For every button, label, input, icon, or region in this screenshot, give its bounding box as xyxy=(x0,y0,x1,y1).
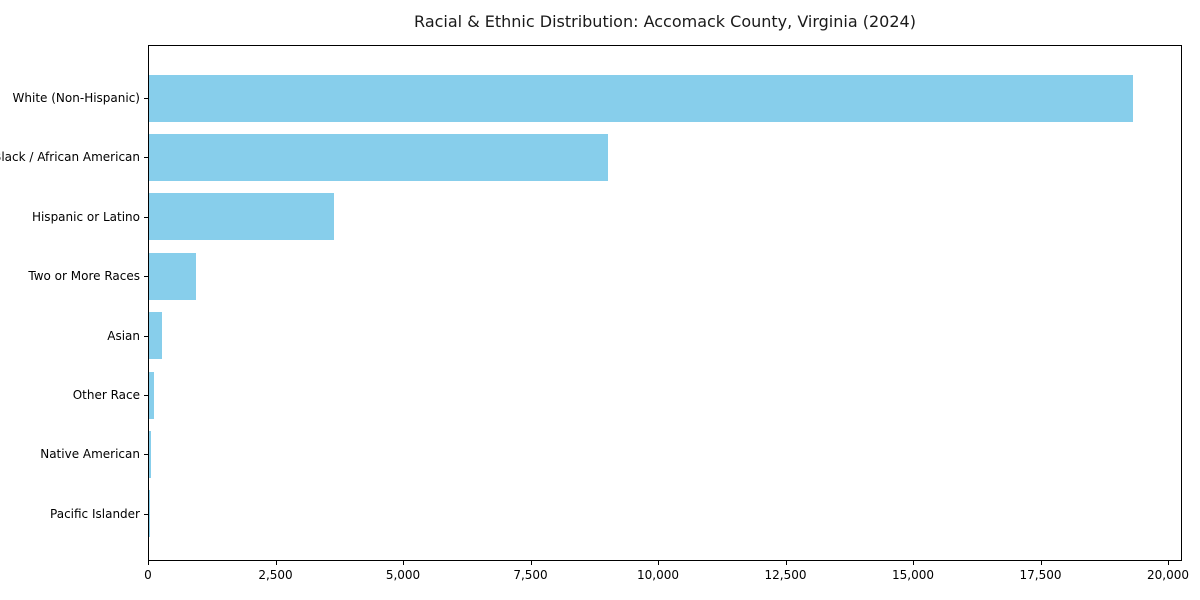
bar xyxy=(149,193,335,241)
y-tick-mark xyxy=(144,335,148,337)
x-tick-mark xyxy=(1040,561,1042,565)
bar xyxy=(149,252,196,300)
x-tick-label: 2,500 xyxy=(258,568,293,582)
y-tick-label: Native American xyxy=(40,447,140,462)
x-tick-label: 20,000 xyxy=(1147,568,1189,582)
chart-title: Racial & Ethnic Distribution: Accomack C… xyxy=(414,12,916,31)
x-tick-label: 17,500 xyxy=(1019,568,1062,582)
x-tick-mark xyxy=(913,561,914,565)
x-tick-label: 10,000 xyxy=(637,568,679,582)
bar xyxy=(149,430,152,478)
x-tick-label: 5,000 xyxy=(385,568,421,582)
y-tick-label: Black / African American xyxy=(0,150,140,165)
y-tick-label: White (Non-Hispanic) xyxy=(12,91,140,105)
bar xyxy=(149,490,150,538)
y-tick-label: Asian xyxy=(107,328,140,343)
y-tick-label: Two or More Races xyxy=(28,269,140,284)
x-tick-label: 15,000 xyxy=(892,568,934,582)
bar xyxy=(149,133,608,181)
y-tick-mark xyxy=(144,513,148,515)
y-tick-mark xyxy=(144,216,148,218)
y-tick-mark xyxy=(144,276,148,278)
x-tick-mark xyxy=(658,561,659,565)
x-tick-label: 0 xyxy=(144,568,152,582)
bar xyxy=(149,74,1134,122)
y-tick-mark xyxy=(144,98,148,99)
x-tick-mark xyxy=(148,561,149,565)
x-tick-mark xyxy=(785,561,787,565)
bar xyxy=(149,371,155,419)
y-tick-mark xyxy=(144,157,148,159)
y-tick-label: Other Race xyxy=(72,388,140,402)
x-tick-mark xyxy=(403,561,404,565)
plot-area xyxy=(148,45,1182,561)
x-tick-mark xyxy=(530,561,532,565)
y-tick-mark xyxy=(144,454,148,456)
y-tick-mark xyxy=(144,395,148,396)
x-tick-mark xyxy=(275,561,277,565)
x-tick-label: 12,500 xyxy=(764,568,807,582)
y-tick-label: Pacific Islander xyxy=(50,506,140,521)
y-tick-label: Hispanic or Latino xyxy=(31,209,140,224)
x-tick-mark xyxy=(1168,561,1169,565)
bar xyxy=(149,312,162,360)
x-tick-label: 7,500 xyxy=(513,568,548,582)
